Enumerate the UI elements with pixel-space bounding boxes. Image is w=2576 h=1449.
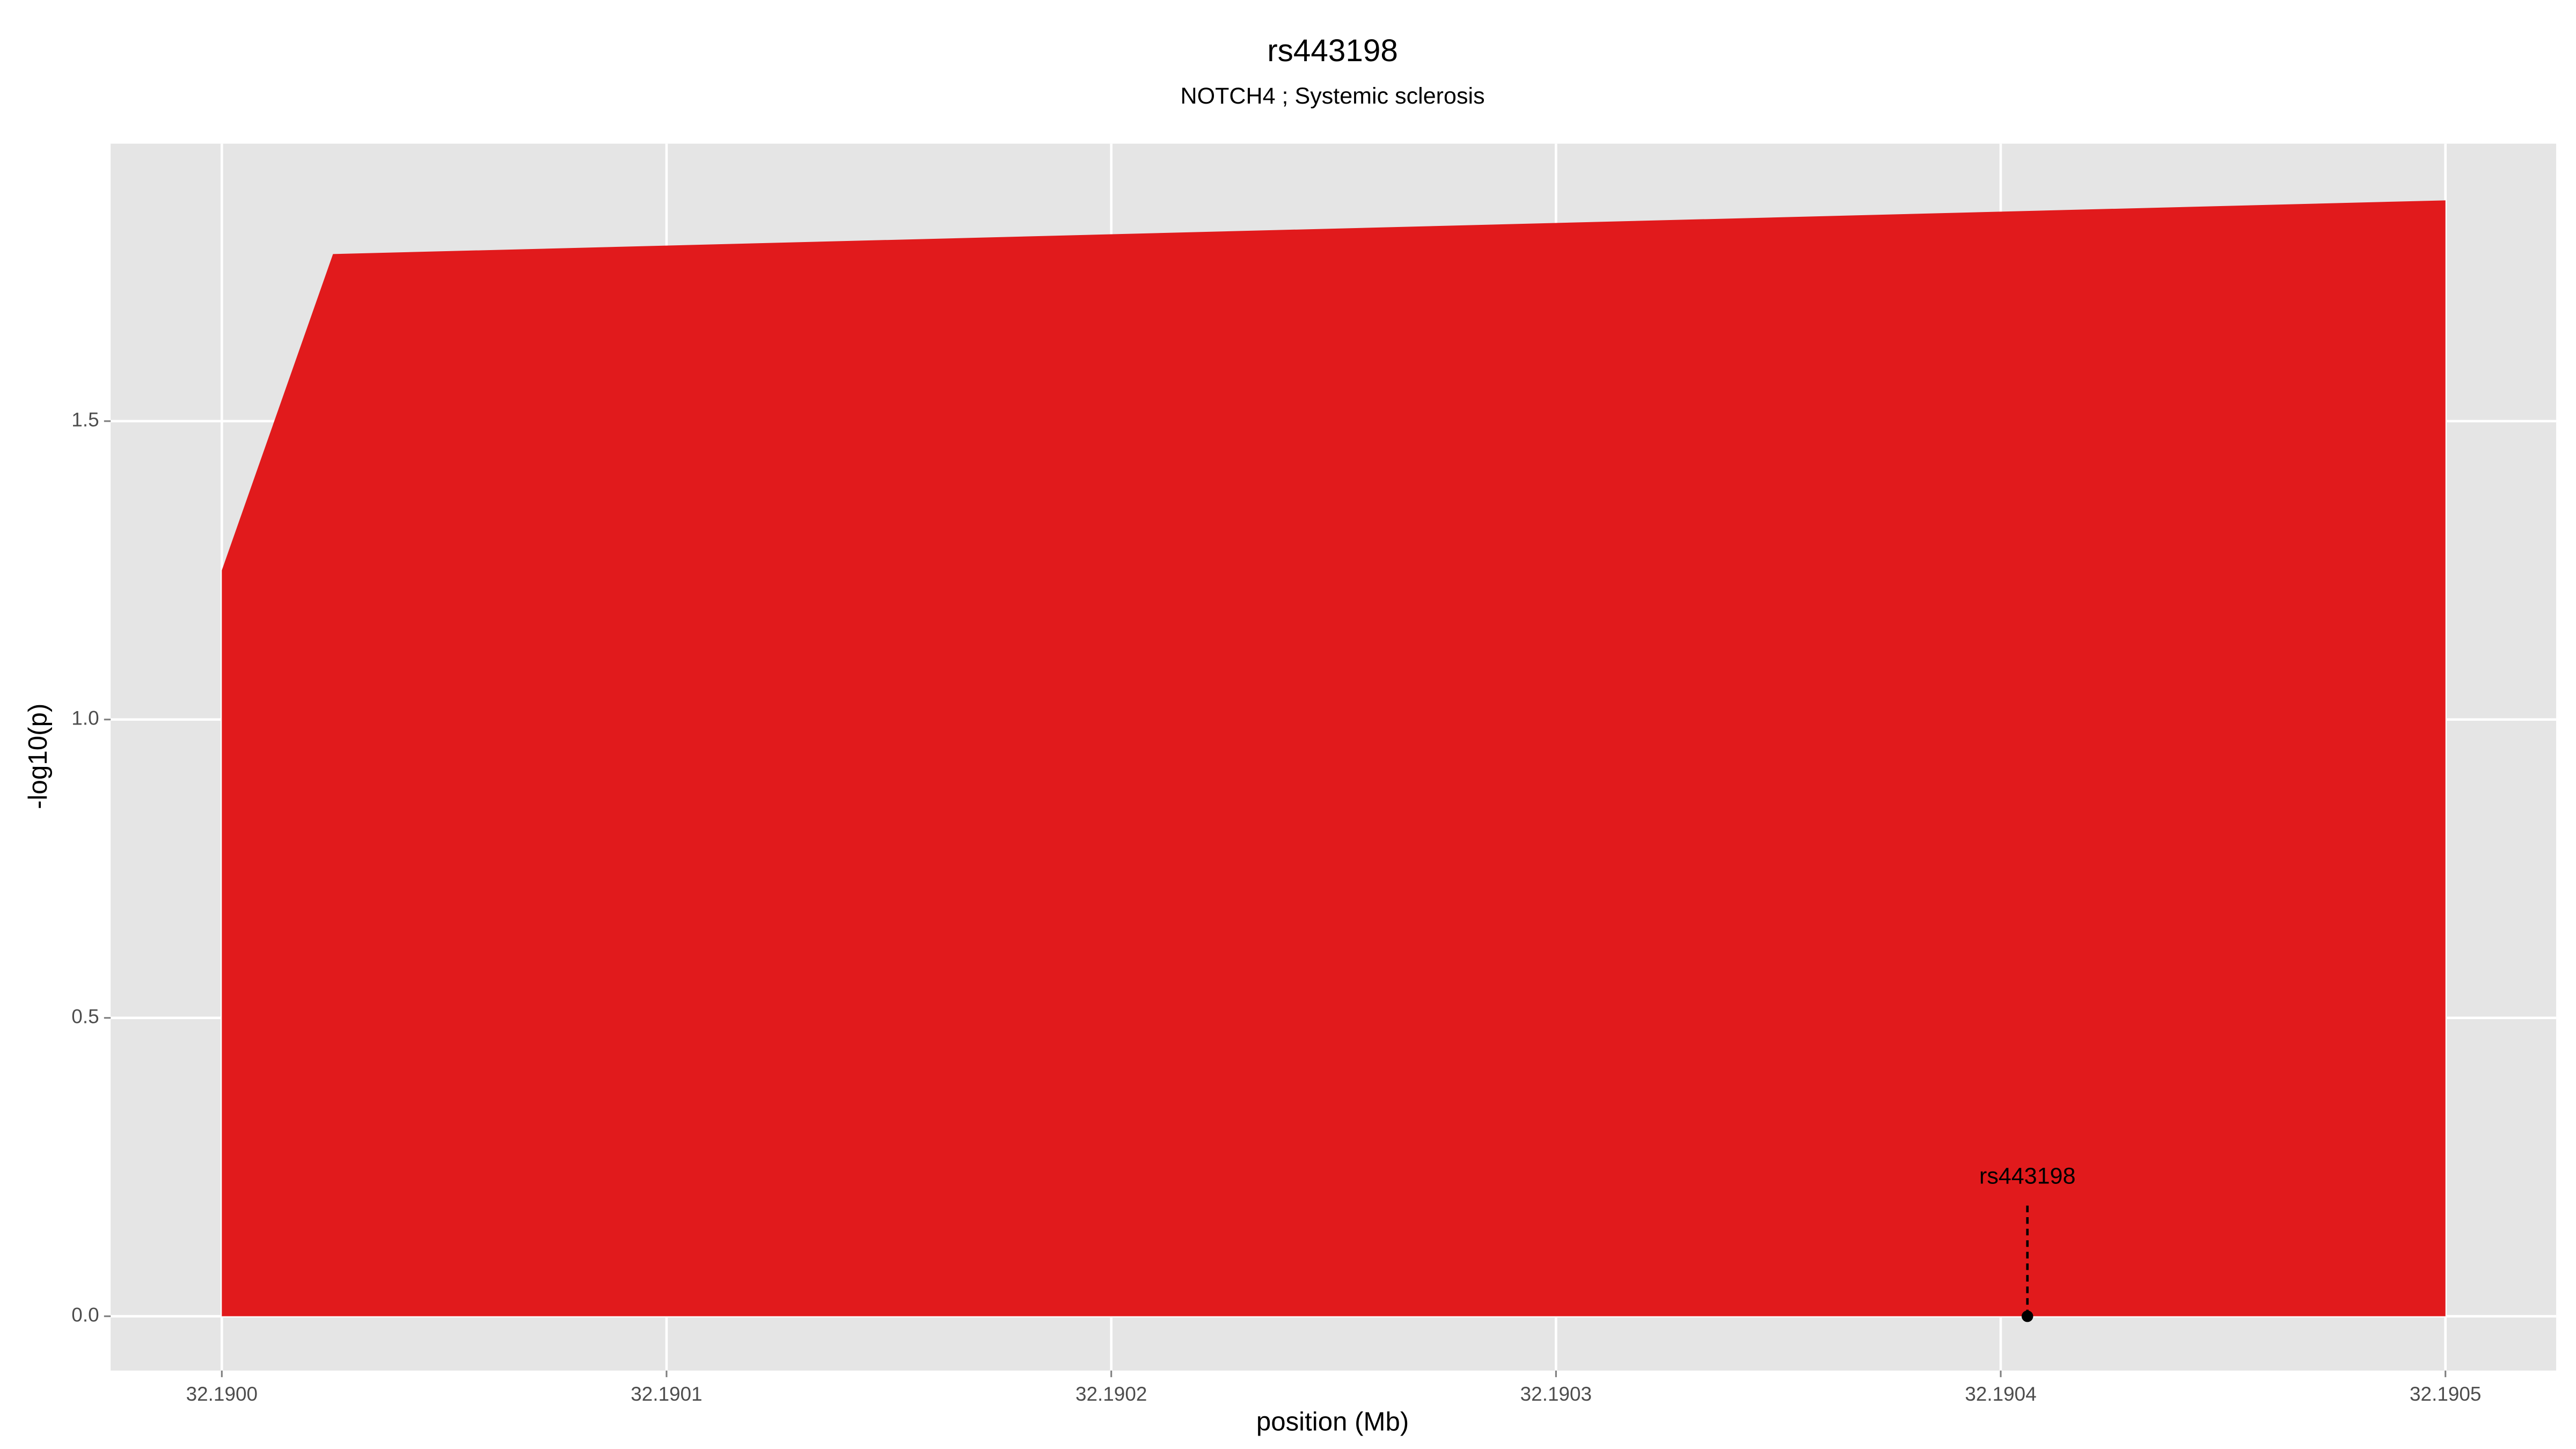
- area: [222, 200, 2446, 1316]
- x-axis-label: position (Mb): [1256, 1407, 1409, 1436]
- x-tick-label: 32.1901: [631, 1383, 702, 1405]
- y-tick-label: 0.0: [71, 1304, 99, 1326]
- annotation-label: rs443198: [1979, 1163, 2076, 1189]
- y-axis-label: -log10(p): [23, 704, 53, 809]
- annotation-point: [2022, 1310, 2033, 1322]
- x-tick-label: 32.1905: [2410, 1383, 2481, 1405]
- x-tick-label: 32.1902: [1075, 1383, 1147, 1405]
- chart-subtitle: NOTCH4 ; Systemic sclerosis: [1181, 83, 1485, 109]
- x-tick-label: 32.1904: [1965, 1383, 2036, 1405]
- x-tick-label: 32.1900: [186, 1383, 258, 1405]
- x-tick-label: 32.1903: [1520, 1383, 1592, 1405]
- chart-title: rs443198: [1267, 33, 1398, 68]
- y-tick-label: 1.0: [71, 707, 99, 729]
- y-tick-label: 1.5: [71, 408, 99, 430]
- y-tick-label: 0.5: [71, 1005, 99, 1027]
